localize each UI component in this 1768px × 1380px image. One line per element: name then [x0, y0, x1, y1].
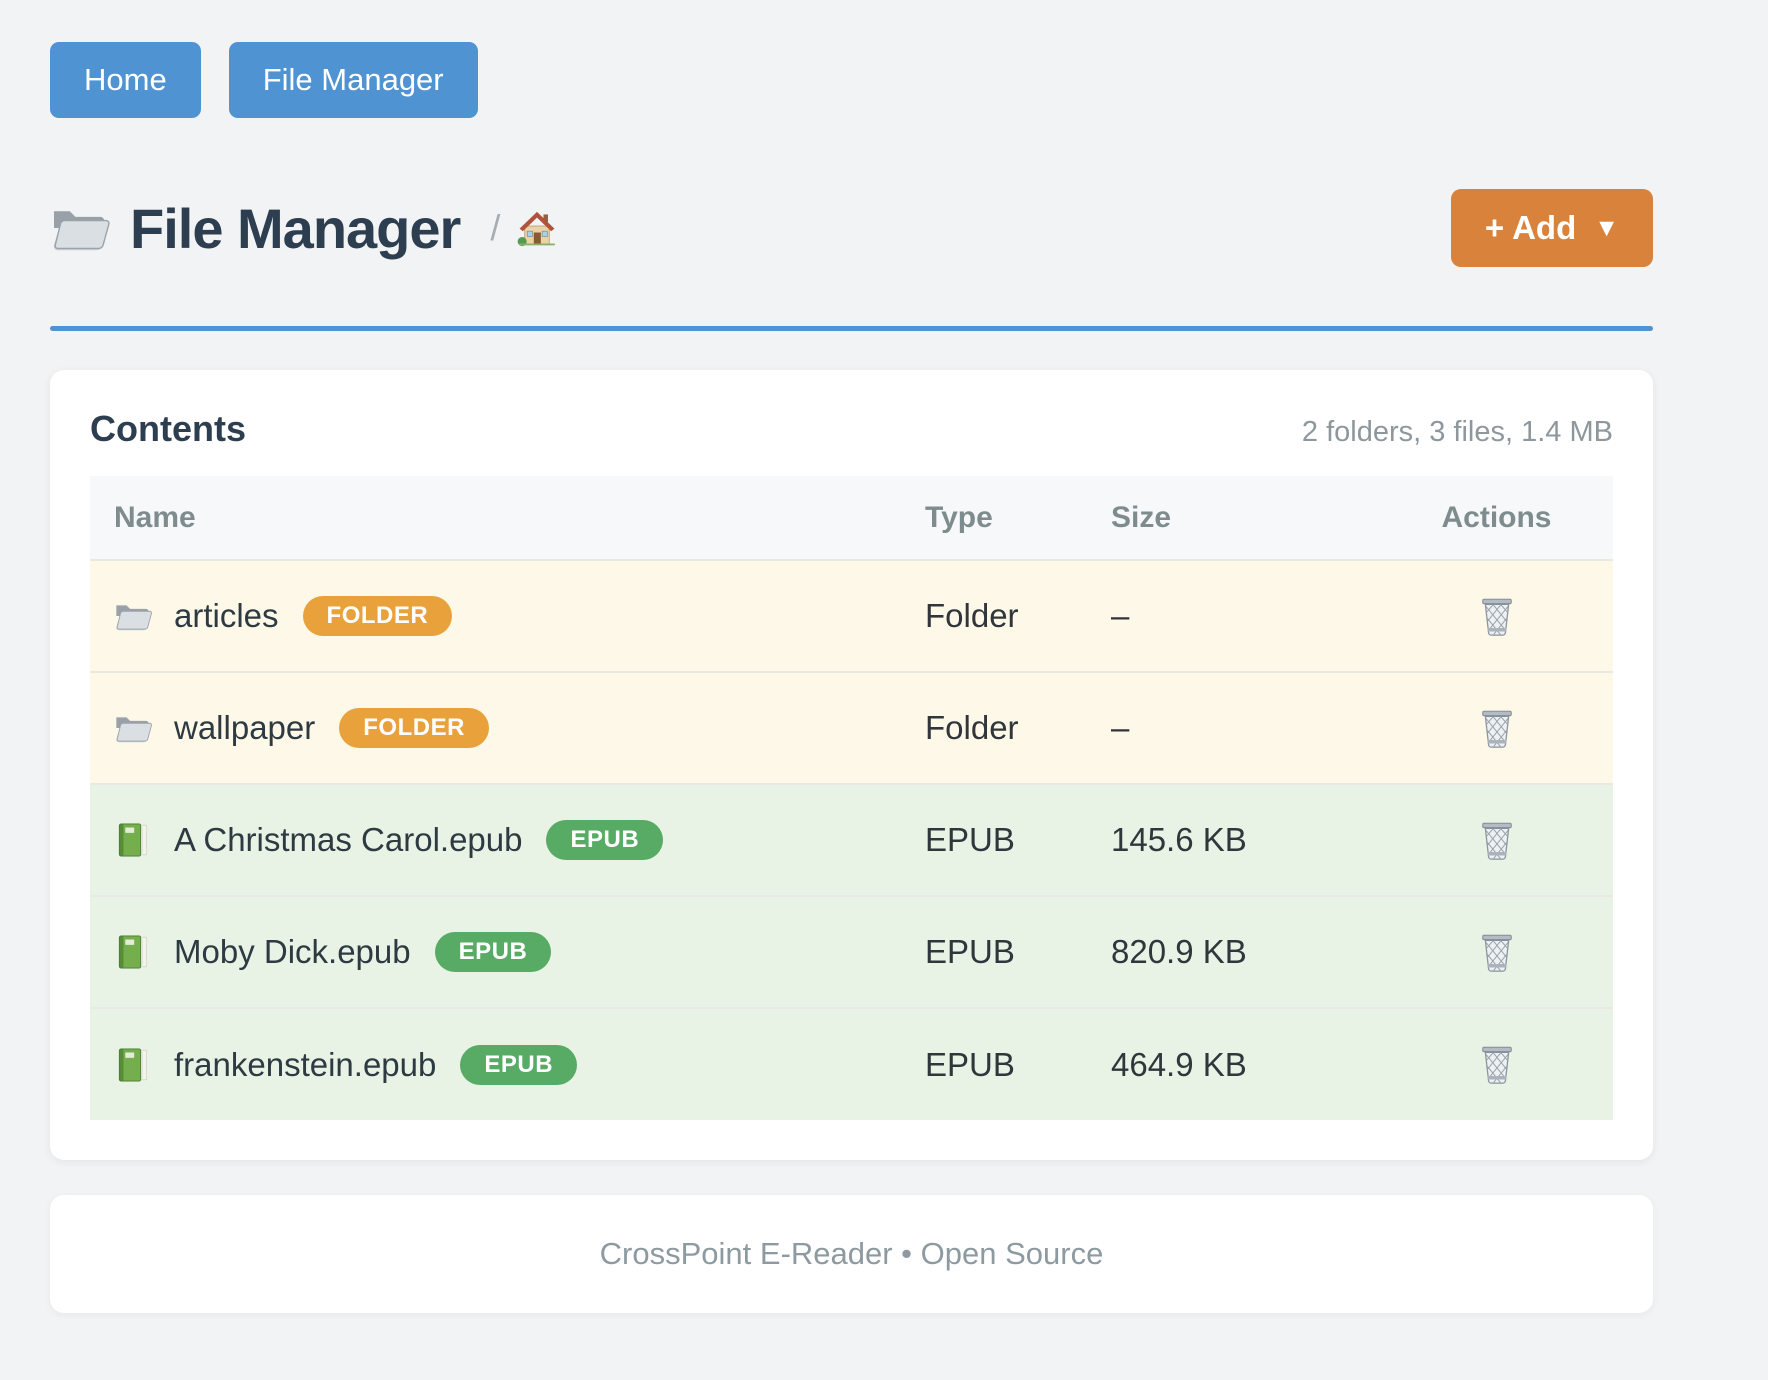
file-type: Folder [925, 709, 1019, 746]
file-size: – [1111, 597, 1130, 634]
delete-button[interactable] [1472, 1038, 1522, 1090]
file-name[interactable]: Moby Dick.epub [174, 933, 411, 970]
book-icon [114, 821, 152, 859]
delete-button[interactable] [1472, 590, 1522, 642]
footer: CrossPoint E-Reader • Open Source [50, 1195, 1653, 1313]
files-table: Name Type Size Actions articles FOLDER F… [90, 476, 1613, 1120]
house-icon[interactable] [516, 208, 558, 248]
breadcrumb-separator: / [490, 207, 501, 248]
table-row: articles FOLDER Folder – [90, 560, 1613, 672]
table-row: A Christmas Carol.epub EPUB EPUB 145.6 K… [90, 784, 1613, 896]
file-type-badge: FOLDER [339, 708, 489, 748]
breadcrumb: / [490, 207, 558, 249]
table-row: wallpaper FOLDER Folder – [90, 672, 1613, 784]
nav-file-manager-button[interactable]: File Manager [228, 42, 478, 118]
file-type-badge: EPUB [460, 1044, 578, 1085]
file-type-badge: EPUB [434, 932, 552, 972]
table-row: Moby Dick.epub EPUB EPUB 820.9 KB [90, 896, 1613, 1008]
delete-button[interactable] [1472, 926, 1522, 978]
footer-text: CrossPoint E-Reader • Open Source [599, 1236, 1104, 1271]
file-name[interactable]: frankenstein.epub [174, 1045, 437, 1083]
column-header-name: Name [90, 476, 925, 560]
file-type: Folder [925, 597, 1019, 634]
chevron-down-icon: ▼ [1594, 213, 1619, 242]
file-size: 464.9 KB [1111, 1045, 1247, 1083]
column-header-actions: Actions [1380, 476, 1613, 560]
file-type: EPUB [925, 821, 1015, 858]
folder-icon [114, 709, 152, 747]
file-type: EPUB [925, 1045, 1015, 1083]
file-name[interactable]: A Christmas Carol.epub [174, 821, 523, 858]
file-name[interactable]: wallpaper [174, 709, 316, 746]
file-name[interactable]: articles [174, 597, 279, 634]
column-header-size: Size [1095, 476, 1380, 560]
file-size: 820.9 KB [1111, 933, 1247, 970]
file-size: 145.6 KB [1111, 821, 1247, 858]
file-type: EPUB [925, 933, 1015, 970]
delete-button[interactable] [1472, 702, 1522, 754]
folder-icon [114, 597, 152, 635]
page-header: File Manager / + Add ▼ [50, 189, 1653, 267]
table-header-row: Name Type Size Actions [90, 476, 1613, 560]
contents-title: Contents [90, 408, 246, 449]
contents-summary: 2 folders, 3 files, 1.4 MB [1301, 416, 1613, 448]
add-button-label: + Add [1484, 209, 1577, 246]
contents-card: Contents 2 folders, 3 files, 1.4 MB Name… [50, 370, 1653, 1160]
add-button[interactable]: + Add ▼ [1450, 189, 1653, 267]
book-icon [114, 933, 152, 971]
book-icon [114, 1046, 152, 1084]
header-divider [50, 326, 1653, 331]
nav-home-button[interactable]: Home [50, 42, 201, 118]
file-size: – [1111, 709, 1130, 746]
folder-icon [50, 202, 110, 254]
column-header-type: Type [925, 476, 1095, 560]
delete-button[interactable] [1472, 814, 1522, 866]
top-nav: Home File Manager [50, 42, 1653, 118]
file-type-badge: EPUB [546, 820, 664, 860]
file-manager-page: Home File Manager File Manager / + Add ▼ [50, 42, 1653, 1313]
file-type-badge: FOLDER [302, 596, 453, 636]
table-row: frankenstein.epub EPUB EPUB 464.9 KB [90, 1008, 1613, 1120]
page-title: File Manager [130, 196, 461, 260]
